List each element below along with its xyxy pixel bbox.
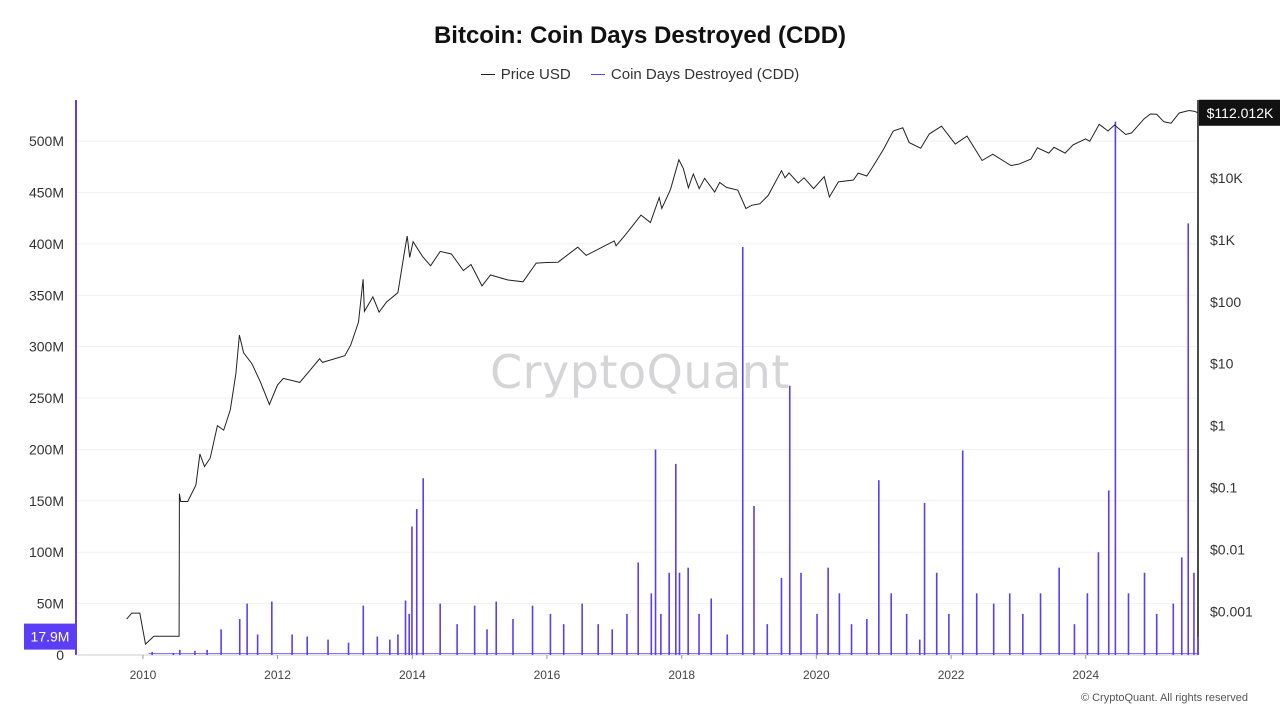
y-right-tick-label: $10K	[1210, 170, 1243, 186]
x-tick-label: 2014	[399, 668, 426, 682]
price-line	[126, 109, 1199, 646]
y-left-tick-label: 250M	[29, 390, 64, 406]
y-left-tick-label: 50M	[37, 596, 64, 612]
y-left-tick-label: 0	[56, 647, 64, 663]
legend-swatch-cdd	[590, 73, 605, 75]
x-tick-label: 2022	[938, 668, 965, 682]
y-left-tick-label: 100M	[29, 544, 64, 560]
y-right-tick-label: $0.01	[1210, 542, 1245, 558]
y-right-tick-label: $1	[1210, 418, 1226, 434]
y-right-tick-label: $0.001	[1210, 604, 1253, 620]
price-current-value: $112.012K	[1207, 105, 1274, 121]
y-right-tick-label: $1K	[1210, 232, 1236, 248]
y-right-tick-label: $100	[1210, 294, 1241, 310]
copyright-text: © CryptoQuant. All rights reserved	[1080, 692, 1248, 704]
y-left-tick-label: 450M	[29, 185, 64, 201]
x-tick-label: 2018	[668, 668, 695, 682]
price-current-badge	[1199, 99, 1280, 126]
cdd-current-badge	[24, 623, 76, 650]
legend-item-cdd[interactable]: Coin Days Destroyed (CDD)	[590, 65, 800, 83]
legend-label-price: Price USD	[500, 65, 571, 83]
x-tick-label: 2012	[264, 668, 291, 682]
legend: Price USD Coin Days Destroyed (CDD)	[0, 62, 1280, 83]
cdd-current-value: 17.9M	[31, 629, 70, 645]
legend-item-price[interactable]: Price USD	[480, 65, 571, 83]
watermark: CryptoQuant	[490, 345, 790, 399]
legend-swatch-price	[480, 73, 495, 75]
x-tick-label: 2020	[803, 668, 830, 682]
y-right-tick-label: $0.1	[1210, 480, 1237, 496]
y-left-tick-label: 400M	[29, 236, 64, 252]
y-left-tick-label: 500M	[29, 133, 64, 149]
y-left-tick-label: 350M	[29, 287, 64, 303]
legend-label-cdd: Coin Days Destroyed (CDD)	[610, 65, 800, 83]
x-tick-label: 2010	[130, 668, 157, 682]
y-left-tick-label: 150M	[29, 493, 64, 509]
y-left-tick-label: 300M	[29, 339, 64, 355]
y-left-tick-label: 200M	[29, 441, 64, 457]
x-tick-label: 2016	[534, 668, 561, 682]
x-tick-label: 2024	[1072, 668, 1099, 682]
y-right-tick-label: $10	[1210, 356, 1234, 372]
chart-title: Bitcoin: Coin Days Destroyed (CDD)	[433, 22, 847, 49]
